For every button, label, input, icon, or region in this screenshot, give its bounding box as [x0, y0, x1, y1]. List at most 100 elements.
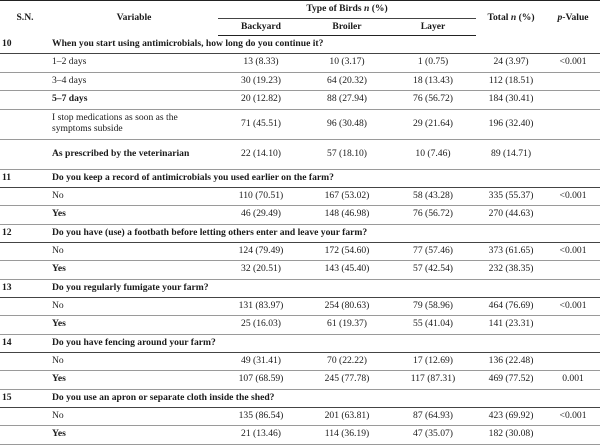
broiler-value: 201 (63.81) — [304, 407, 390, 426]
backyard-value: 107 (68.59) — [218, 370, 304, 390]
question-text: Do you regularly fumigate your farm? — [50, 279, 600, 298]
broiler-value: 10 (3.17) — [304, 53, 390, 73]
total-value: 112 (18.51) — [476, 72, 547, 91]
response-label: 3–4 days — [50, 72, 218, 91]
header-total: Total n (%) — [476, 0, 547, 36]
p-value: <0.001 — [546, 187, 600, 206]
table-row: No 49 (31.41) 70 (22.22) 17 (12.69) 136 (22.… — [0, 352, 600, 371]
p-value — [546, 425, 600, 445]
broiler-value: 245 (77.78) — [304, 370, 390, 390]
backyard-value: 124 (79.49) — [218, 242, 304, 261]
row-spacer — [0, 260, 50, 280]
table-row: No 135 (86.54) 201 (63.81) 87 (64.93) 423 (6… — [0, 407, 600, 426]
layer-value: 77 (57.46) — [390, 242, 477, 261]
total-value: 89 (14.71) — [476, 139, 547, 170]
broiler-value: 70 (22.22) — [304, 352, 390, 371]
header-backyard: Backyard — [218, 18, 304, 36]
question-number: 15 — [0, 389, 50, 408]
row-spacer — [0, 352, 50, 371]
response-label: No — [50, 242, 218, 261]
broiler-value: 64 (20.32) — [304, 72, 390, 91]
table-row: 5–7 days 20 (12.82) 88 (27.94) 76 (56.72) 18… — [0, 90, 600, 110]
total-value: 141 (23.31) — [476, 315, 547, 335]
broiler-value: 143 (45.40) — [304, 260, 390, 280]
total-value: 270 (44.63) — [476, 205, 547, 225]
layer-value: 17 (12.69) — [390, 352, 477, 371]
response-label: Yes — [50, 205, 218, 225]
broiler-value: 254 (80.63) — [304, 297, 390, 316]
p-value — [546, 315, 600, 335]
row-spacer — [0, 315, 50, 335]
row-spacer — [0, 109, 50, 140]
p-value — [546, 139, 600, 170]
question-text: Do you use an apron or separate cloth in… — [50, 389, 600, 408]
layer-value: 47 (35.07) — [390, 425, 477, 445]
layer-value: 79 (58.96) — [390, 297, 477, 316]
header-p-italic: p — [557, 11, 563, 23]
layer-value: 1 (0.75) — [390, 53, 477, 73]
backyard-value: 25 (16.03) — [218, 315, 304, 335]
p-value: <0.001 — [546, 297, 600, 316]
response-label: Yes — [50, 370, 218, 390]
table-row: I stop medications as soon as the sympto… — [0, 109, 600, 140]
total-value: 335 (55.37) — [476, 187, 547, 206]
response-label: I stop medications as soon as the sympto… — [50, 109, 218, 140]
header-p-value: p-Value — [546, 0, 600, 36]
broiler-value: 148 (46.98) — [304, 205, 390, 225]
layer-value: 76 (56.72) — [390, 90, 477, 110]
table-row: Yes 21 (13.46) 114 (36.19) 47 (35.07) 182 (3… — [0, 425, 600, 445]
row-spacer — [0, 407, 50, 426]
header-type-of-birds-text: Type of Birds n (%) — [306, 3, 388, 15]
p-value — [546, 109, 600, 140]
broiler-value: 114 (36.19) — [304, 425, 390, 445]
header-row-2: Backyard Broiler Layer — [0, 18, 600, 36]
backyard-value: 110 (70.51) — [218, 187, 304, 206]
p-value — [546, 72, 600, 91]
question-text: When you start using antimicrobials, how… — [50, 35, 600, 54]
total-value: 184 (30.41) — [476, 90, 547, 110]
broiler-value: 172 (54.60) — [304, 242, 390, 261]
layer-value: 117 (87.31) — [390, 370, 477, 390]
total-value: 182 (30.08) — [476, 425, 547, 445]
layer-value: 55 (41.04) — [390, 315, 477, 335]
p-value — [546, 90, 600, 110]
layer-value: 57 (42.54) — [390, 260, 477, 280]
header-p-rest: -Value — [562, 11, 589, 23]
table-row: No 124 (79.49) 172 (54.60) 77 (57.46) 373 (6… — [0, 242, 600, 261]
p-value — [546, 352, 600, 371]
total-value: 469 (77.52) — [476, 370, 547, 390]
broiler-value: 96 (30.48) — [304, 109, 390, 140]
table-row: Yes 46 (29.49) 148 (46.98) 76 (56.72) 270 (4… — [0, 205, 600, 225]
response-label: No — [50, 352, 218, 371]
question-row: 11 Do you keep a record of antimicrobials… — [0, 169, 600, 188]
question-text: Do you have (use) a footbath before lett… — [50, 224, 600, 243]
backyard-value: 22 (14.10) — [218, 139, 304, 170]
backyard-value: 131 (83.97) — [218, 297, 304, 316]
question-number: 13 — [0, 279, 50, 298]
backyard-value: 49 (31.41) — [218, 352, 304, 371]
backyard-value: 46 (29.49) — [218, 205, 304, 225]
question-row: 12 Do you have (use) a footbath before le… — [0, 224, 600, 243]
total-value: 196 (32.40) — [476, 109, 547, 140]
response-label: No — [50, 297, 218, 316]
row-spacer — [0, 53, 50, 73]
p-value: <0.001 — [546, 407, 600, 426]
backyard-value: 13 (8.33) — [218, 53, 304, 73]
question-number: 14 — [0, 334, 50, 353]
backyard-value: 20 (12.82) — [218, 90, 304, 110]
total-value: 423 (69.92) — [476, 407, 547, 426]
p-value — [546, 205, 600, 225]
total-value: 373 (61.65) — [476, 242, 547, 261]
row-spacer — [0, 205, 50, 225]
header-layer: Layer — [390, 18, 477, 36]
p-value: 0.001 — [546, 370, 600, 390]
header-row-1: S.N. Variable Type of Birds n (%) Total … — [0, 0, 600, 36]
response-label: Yes — [50, 260, 218, 280]
broiler-value: 61 (19.37) — [304, 315, 390, 335]
response-label: 5–7 days — [50, 90, 218, 110]
response-label: No — [50, 407, 218, 426]
response-label: Yes — [50, 315, 218, 335]
question-number: 11 — [0, 169, 50, 188]
header-total-text: Total n (%) — [487, 11, 535, 23]
p-value: <0.001 — [546, 242, 600, 261]
